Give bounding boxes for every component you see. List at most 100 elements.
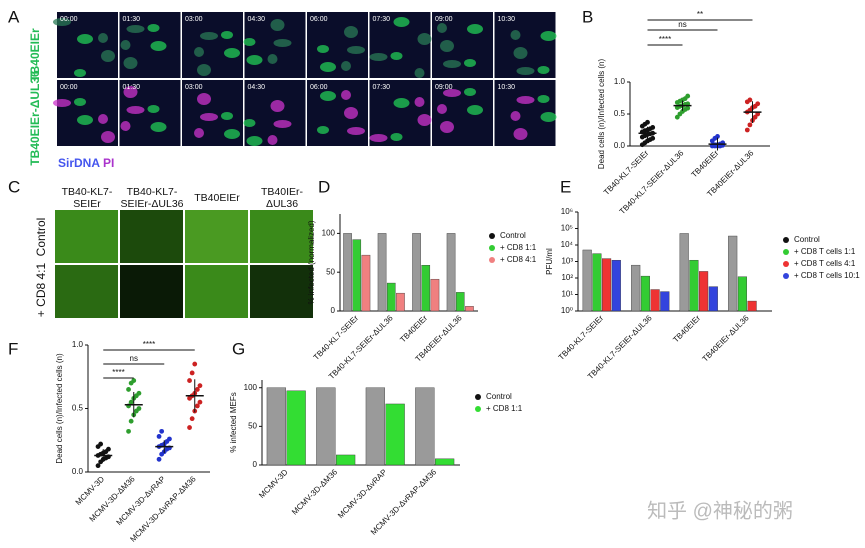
time-label: 09:00	[435, 16, 453, 23]
point	[126, 387, 131, 392]
cell	[200, 32, 218, 40]
bar	[385, 403, 405, 466]
micrograph	[250, 265, 313, 318]
stain-label: SirDNA	[58, 156, 100, 170]
cell	[74, 98, 86, 106]
legend-label: + CD8 T cells 1:1	[794, 247, 856, 256]
bar	[611, 259, 621, 312]
bar	[386, 282, 396, 312]
cell	[317, 126, 329, 134]
cell	[341, 61, 351, 71]
bar	[660, 291, 670, 312]
cell	[540, 31, 557, 41]
time-label: 01:30	[123, 16, 141, 23]
cell	[317, 45, 329, 53]
time-label: 07:30	[373, 16, 391, 23]
cell	[126, 25, 145, 33]
point	[126, 428, 131, 434]
column-label: SEIEr	[73, 198, 101, 210]
x-tick-label: MCMV-3D	[257, 467, 290, 500]
point	[715, 134, 720, 139]
bar	[377, 233, 387, 312]
row-label: Control	[34, 218, 48, 257]
panel-label: A	[8, 7, 20, 26]
point	[128, 418, 134, 424]
y-tick-label: 50	[326, 267, 335, 276]
bar	[396, 292, 405, 312]
bar	[689, 259, 699, 312]
cell	[393, 98, 410, 108]
bar	[435, 458, 455, 466]
cell	[243, 119, 256, 127]
legend-marker	[489, 257, 495, 263]
cell	[123, 86, 138, 98]
legend-marker	[783, 261, 789, 267]
column-label: SEIEr-ΔUL36	[120, 198, 183, 210]
y-tick-label: 100	[244, 383, 258, 392]
panel-label: B	[582, 7, 593, 26]
time-label: 04:30	[248, 84, 266, 91]
panel-label: D	[318, 177, 330, 196]
significance-label: ****	[112, 368, 124, 377]
point	[136, 390, 142, 396]
time-label: 09:00	[435, 84, 453, 91]
bar	[465, 306, 474, 312]
cell	[393, 17, 410, 27]
cell	[126, 106, 145, 114]
cell	[123, 57, 138, 69]
time-label: 04:30	[248, 16, 266, 23]
column-label: TB40-KL7-	[62, 186, 113, 198]
panel-label: F	[8, 339, 18, 358]
cell	[390, 52, 403, 60]
cell	[510, 30, 521, 40]
bar	[286, 390, 306, 466]
point	[747, 122, 753, 128]
row-label: TB40EIEr-ΔUL36	[28, 70, 42, 166]
point	[744, 127, 750, 133]
cell	[246, 55, 263, 65]
legend-marker	[489, 233, 495, 239]
y-tick-label: 10³	[561, 257, 573, 266]
cell	[150, 41, 167, 51]
cell	[243, 38, 256, 46]
legend-label: + CD8 1:1	[486, 404, 523, 413]
cell	[53, 18, 71, 26]
point	[98, 441, 104, 447]
point	[685, 105, 691, 111]
x-tick-label: TB40-KL7-SEIEr-ΔUL36	[618, 148, 686, 216]
point	[106, 446, 111, 452]
x-tick-label: MCMV-3D-ΔM36	[290, 467, 340, 517]
cell	[464, 59, 476, 67]
bar	[747, 300, 757, 312]
time-label: 10:30	[498, 84, 516, 91]
y-tick-label: 10⁶	[561, 207, 573, 216]
significance-label: **	[697, 10, 703, 19]
significance-label: ns	[130, 354, 138, 363]
time-label: 07:30	[373, 84, 391, 91]
row-label: TB40EIEr	[28, 28, 42, 82]
bar	[640, 275, 650, 312]
cell	[513, 47, 528, 59]
cell	[194, 128, 204, 138]
point	[194, 387, 200, 392]
time-label: 00:00	[60, 84, 78, 91]
point	[159, 428, 165, 434]
panel-label: C	[8, 177, 20, 196]
x-tick-label: TB40EIEr	[690, 148, 721, 179]
legend-marker	[475, 406, 481, 412]
legend-marker	[475, 394, 481, 400]
point	[189, 416, 195, 422]
y-axis-label: PFU/ml	[545, 248, 554, 275]
point	[197, 399, 203, 405]
bar	[708, 286, 718, 312]
cell	[417, 33, 432, 45]
micrograph	[55, 210, 118, 263]
micrograph	[244, 80, 306, 146]
cell	[320, 91, 336, 101]
time-label: 00:00	[60, 16, 78, 23]
point	[752, 114, 758, 120]
row-label: + CD8 4:1	[34, 262, 48, 317]
column-label: TB40-KL7-	[127, 186, 178, 198]
point	[128, 399, 134, 405]
